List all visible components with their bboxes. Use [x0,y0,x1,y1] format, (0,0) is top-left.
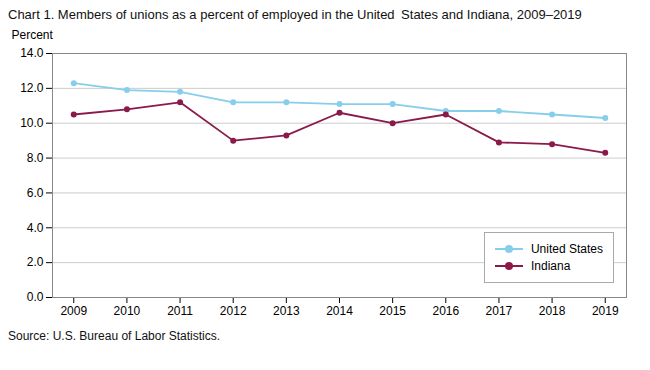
svg-text:2015: 2015 [379,304,406,318]
html-text:United States: United States [531,242,603,256]
svg-text:2016: 2016 [432,304,459,318]
svg-text:2017: 2017 [486,304,513,318]
svg-text:2018: 2018 [539,304,566,318]
svg-text:2011: 2011 [167,304,193,318]
svg-text:8.0: 8.0 [27,151,44,165]
svg-text:14.0: 14.0 [20,46,44,60]
svg-text:2009: 2009 [60,304,87,318]
svg-text:2012: 2012 [220,304,247,318]
html-text:Source: U.S. Bureau of Labor S: Source: U.S. Bureau of Labor Statistics. [8,329,221,343]
svg-text:4.0: 4.0 [27,221,44,235]
svg-text:2019: 2019 [592,304,619,318]
svg-text:10.0: 10.0 [20,116,44,130]
svg-text:2013: 2013 [273,304,300,318]
svg-text:2.0: 2.0 [27,255,44,269]
svg-text:12.0: 12.0 [20,81,44,95]
svg-text:Percent: Percent [12,28,54,42]
svg-text:6.0: 6.0 [27,186,44,200]
svg-text:0.0: 0.0 [27,290,44,304]
svg-text:2014: 2014 [326,304,353,318]
html-text:Chart 1. Members of unions as: Chart 1. Members of unions as a percent … [8,7,582,22]
svg-text:2010: 2010 [114,304,141,318]
html-text:Indiana: Indiana [531,259,571,273]
